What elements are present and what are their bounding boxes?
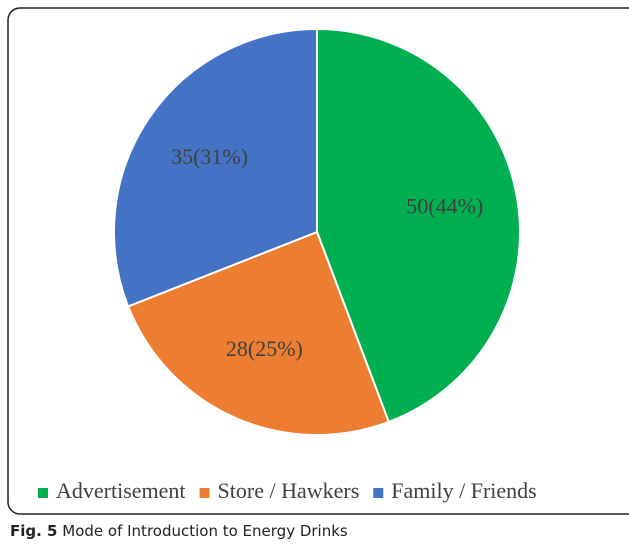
caption-text: Mode of Introduction to Energy Drinks [62, 522, 348, 540]
caption: Fig. 5 Mode of Introduction to Energy Dr… [10, 522, 348, 540]
frame [7, 7, 629, 515]
pie-slice [126, 230, 391, 436]
data-label: 50(44%) [406, 194, 483, 219]
legend-swatch [38, 488, 48, 498]
legend-label: Advertisement [56, 478, 186, 503]
pie-slice [316, 27, 521, 424]
data-label: 35(31%) [171, 144, 248, 169]
caption-label: Fig. 5 [10, 522, 57, 540]
legend-swatch [373, 488, 384, 498]
legend-label: Family / Friends [391, 478, 536, 503]
pie-slice [113, 27, 318, 308]
legend-swatch [199, 488, 210, 498]
data-label: 28(25%) [226, 336, 303, 361]
legend-label: Store / Hawkers [218, 478, 360, 503]
